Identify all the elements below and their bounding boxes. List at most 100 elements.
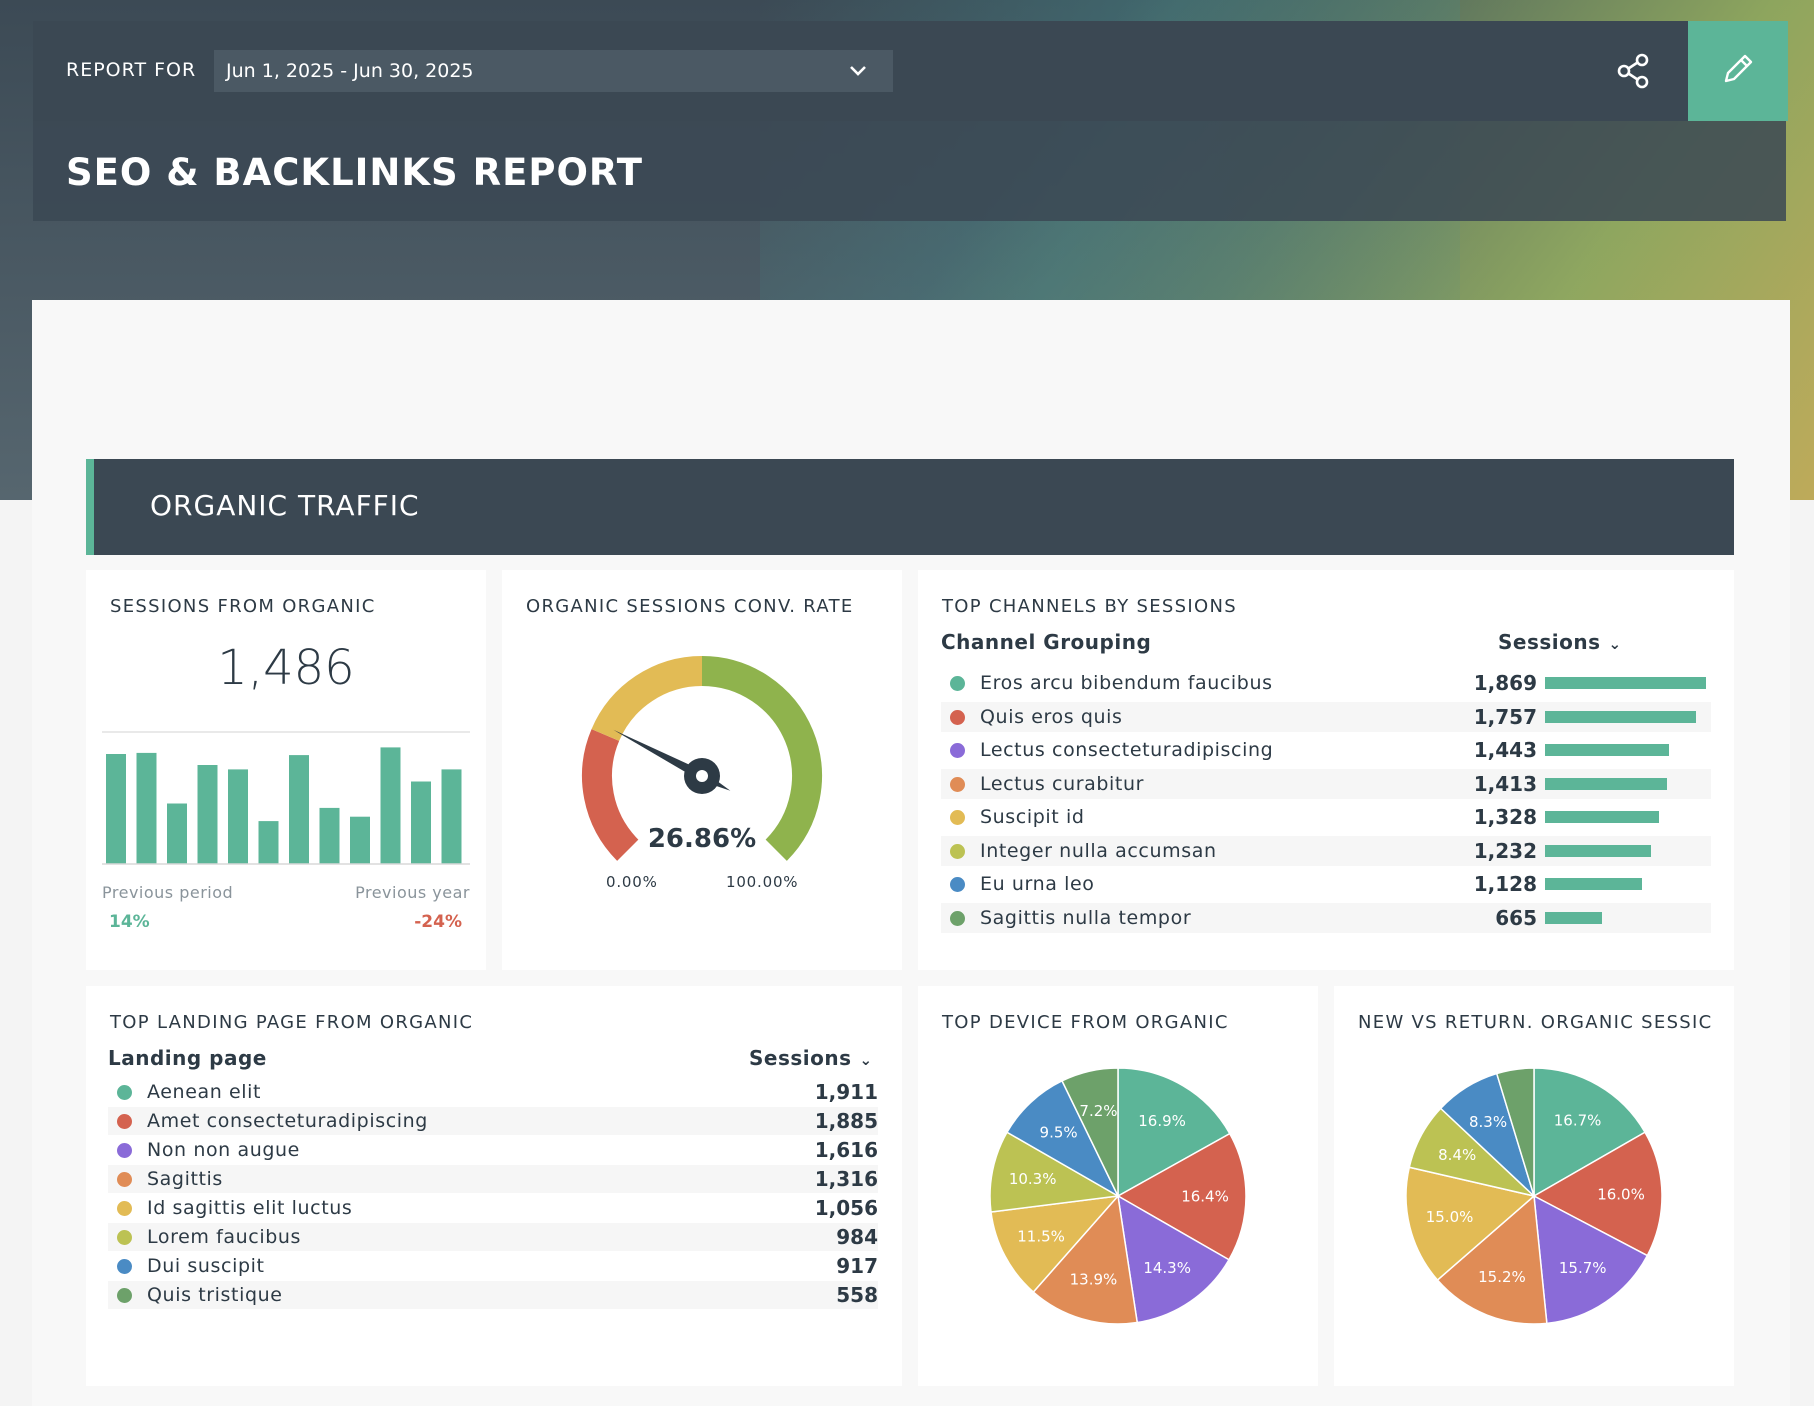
slice-label: 15.0% [1426, 1208, 1474, 1226]
value-bar [1545, 844, 1652, 857]
gauge-hub-center [696, 770, 708, 782]
pie-slice [1533, 1067, 1647, 1198]
value-bar [1545, 811, 1660, 823]
row-label: Lectus curabitur [980, 772, 1145, 795]
conversion-gauge [582, 656, 822, 861]
legend-dot [950, 810, 965, 825]
legend-dot [950, 910, 965, 926]
pencil-icon [1724, 54, 1753, 83]
legend-dot [117, 1201, 132, 1216]
pie-slice [1117, 1194, 1231, 1324]
edit-button[interactable] [1688, 21, 1788, 121]
table-row: Aenean elit 1,911 [108, 1078, 878, 1106]
previous-period-label: Previous period [102, 883, 234, 902]
title-bar: SEO & BACKLINKS REPORT [33, 121, 1786, 221]
row-label: Quis eros quis [980, 705, 1123, 728]
table-row: Quis eros quis 1,757 [941, 701, 1711, 732]
gauge-segment-low [582, 729, 639, 861]
slice-label: 15.2% [1478, 1268, 1526, 1286]
row-label: Eu urna leo [980, 873, 1095, 895]
bar [319, 807, 340, 864]
table-row: Lectus curabitur 1,413 [941, 768, 1711, 799]
previous-period-delta: 14% [109, 912, 150, 932]
card-title: NEW VS RETURN. ORGANIC SESSIC [1358, 1012, 1713, 1033]
table-row: Lectus consecteturadipiscing 1,443 [941, 735, 1711, 765]
pie-slice [1436, 1194, 1548, 1325]
bar [167, 803, 187, 864]
legend-dot [950, 877, 965, 892]
section-header: ORGANIC TRAFFIC [86, 459, 1734, 555]
bar [350, 816, 370, 864]
row-label: Dui suscipit [147, 1255, 265, 1277]
chevron-down-icon [849, 50, 867, 106]
table-row: Id sagittis elit luctus 1,056 [108, 1194, 878, 1222]
card-title: TOP CHANNELS BY SESSIONS [942, 596, 1237, 617]
page-title: SEO & BACKLINKS REPORT [66, 151, 643, 194]
pie-slice [1117, 1067, 1231, 1198]
row-label: Aenean elit [147, 1081, 262, 1103]
kpi-value: 1,486 [217, 640, 355, 696]
pie-slice [1032, 1194, 1139, 1325]
legend-dot [950, 843, 965, 859]
value-bar [1545, 744, 1670, 756]
pie-slice [1533, 1194, 1649, 1325]
table-row: Sagittis 1,316 [108, 1165, 878, 1193]
chevron-down-icon: ⌄ [1608, 635, 1622, 653]
pie-slice [1495, 1067, 1535, 1197]
row-label: Amet consecteturadipiscing [147, 1110, 428, 1132]
column-header-landing-page: Landing page [108, 1046, 267, 1070]
legend-dot [117, 1143, 132, 1158]
bar [380, 747, 401, 864]
slice-label: 16.0% [1597, 1185, 1645, 1203]
report-for-label: REPORT FOR [66, 59, 197, 81]
new-vs-returning-pie-chart: 16.7% 16.0% 15.7% 15.2% 15.0% 8.4% 8.3% [1405, 1067, 1663, 1325]
slice-label: 7.2% [1079, 1102, 1117, 1120]
date-range-select[interactable]: Jun 1, 2025 - Jun 30, 2025 [214, 50, 893, 92]
row-value: 1,232 [1473, 838, 1537, 863]
legend-dot [117, 1114, 132, 1129]
row-value: 1,128 [1473, 872, 1537, 896]
gauge-value: 26.86% [647, 824, 757, 854]
legend-dot [117, 1172, 132, 1187]
slice-label: 15.7% [1559, 1259, 1607, 1277]
bar [441, 769, 462, 864]
legend-dot [950, 743, 965, 758]
row-value: 1,316 [814, 1167, 878, 1191]
slice-label: 16.4% [1181, 1188, 1229, 1206]
pie-slice [1061, 1067, 1119, 1197]
top-bar: REPORT FOR Jun 1, 2025 - Jun 30, 2025 [33, 21, 1786, 121]
legend-dot [117, 1230, 132, 1245]
table-row: Dui suscipit 917 [108, 1252, 878, 1280]
gauge-min-label: 0.00% [606, 873, 658, 891]
gauge-segment-high [701, 656, 822, 861]
share-button[interactable] [1611, 49, 1655, 93]
table-row: Non non augue 1,616 [108, 1136, 878, 1164]
bar [228, 769, 248, 864]
row-label: Suscipit id [980, 806, 1085, 828]
column-header-sessions[interactable]: Sessions ⌄ [1498, 630, 1622, 654]
table-row: Sagittis nulla tempor 665 [941, 902, 1711, 933]
value-bar [1545, 911, 1603, 924]
channels-card: TOP CHANNELS BY SESSIONS Channel Groupin… [918, 570, 1734, 970]
pie-slice [989, 1131, 1121, 1213]
card-title: ORGANIC SESSIONS CONV. RATE [526, 596, 854, 617]
section-title: ORGANIC TRAFFIC [150, 489, 420, 522]
column-header-sessions-label: Sessions [749, 1046, 852, 1070]
table-row: Amet consecteturadipiscing 1,885 [108, 1107, 878, 1135]
slice-label: 8.4% [1438, 1146, 1476, 1164]
row-value: 1,413 [1473, 771, 1537, 796]
column-header-sessions[interactable]: Sessions ⌄ [749, 1046, 873, 1070]
card-title: TOP DEVICE FROM ORGANIC [942, 1012, 1229, 1033]
sessions-card: SESSIONS FROM ORGANIC 1,486 Previous per… [86, 570, 486, 970]
row-value: 558 [836, 1283, 878, 1307]
row-value: 1,869 [1473, 671, 1537, 695]
share-icon [1617, 53, 1649, 89]
sessions-bar-chart [102, 731, 470, 865]
pie-slice [1116, 1132, 1247, 1261]
row-value: 984 [836, 1225, 878, 1249]
row-value: 917 [836, 1254, 878, 1278]
legend-dot [117, 1288, 132, 1303]
row-value: 665 [1495, 905, 1537, 930]
value-bar [1545, 777, 1667, 790]
slice-label: 16.9% [1138, 1112, 1186, 1130]
